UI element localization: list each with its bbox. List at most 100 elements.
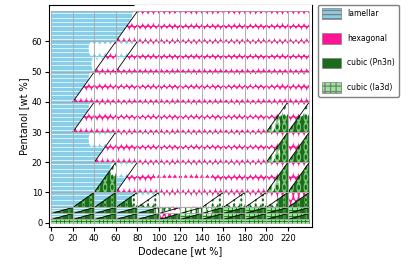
- Circle shape: [47, 208, 48, 209]
- Bar: [287, 214, 309, 219]
- Circle shape: [164, 12, 169, 25]
- Bar: [201, 72, 223, 102]
- Circle shape: [87, 88, 91, 101]
- Circle shape: [265, 200, 267, 207]
- Circle shape: [234, 73, 238, 86]
- Circle shape: [218, 73, 222, 86]
- Circle shape: [94, 73, 99, 86]
- Circle shape: [261, 12, 265, 25]
- Circle shape: [180, 12, 185, 25]
- Circle shape: [94, 73, 99, 86]
- Bar: [244, 214, 266, 219]
- Circle shape: [90, 182, 91, 187]
- Circle shape: [304, 43, 308, 55]
- Circle shape: [311, 153, 314, 162]
- Circle shape: [242, 118, 247, 131]
- Circle shape: [296, 88, 300, 101]
- Circle shape: [276, 187, 277, 192]
- Circle shape: [250, 163, 255, 176]
- Bar: [180, 162, 201, 192]
- Circle shape: [305, 189, 306, 191]
- Circle shape: [183, 204, 184, 205]
- Circle shape: [297, 182, 299, 187]
- Circle shape: [156, 118, 161, 131]
- Circle shape: [47, 210, 48, 211]
- Circle shape: [208, 193, 211, 199]
- Bar: [180, 219, 201, 223]
- Circle shape: [293, 12, 297, 25]
- Circle shape: [162, 28, 166, 40]
- Bar: [244, 41, 266, 72]
- Circle shape: [153, 12, 158, 25]
- Circle shape: [253, 88, 257, 101]
- Circle shape: [147, 203, 148, 207]
- Circle shape: [158, 205, 159, 207]
- Circle shape: [189, 178, 193, 191]
- Circle shape: [297, 112, 299, 121]
- Circle shape: [54, 211, 55, 213]
- Circle shape: [210, 178, 214, 191]
- Circle shape: [261, 103, 265, 116]
- Circle shape: [231, 178, 236, 191]
- Circle shape: [293, 43, 297, 55]
- Circle shape: [261, 198, 263, 202]
- Circle shape: [183, 118, 188, 131]
- Bar: [244, 41, 266, 72]
- Circle shape: [126, 182, 127, 187]
- Circle shape: [189, 28, 193, 40]
- Circle shape: [140, 210, 141, 211]
- Circle shape: [262, 155, 263, 159]
- Bar: [244, 219, 266, 223]
- Circle shape: [303, 173, 307, 182]
- Bar: [266, 208, 287, 214]
- Circle shape: [229, 103, 233, 116]
- Circle shape: [285, 88, 290, 101]
- Circle shape: [180, 12, 185, 25]
- Circle shape: [289, 133, 292, 142]
- Circle shape: [133, 211, 134, 213]
- Circle shape: [319, 209, 320, 211]
- Circle shape: [175, 12, 180, 25]
- Circle shape: [190, 220, 191, 221]
- Circle shape: [164, 73, 169, 86]
- Circle shape: [172, 58, 177, 70]
- Circle shape: [168, 185, 171, 192]
- Bar: [266, 162, 287, 192]
- Circle shape: [269, 176, 270, 179]
- Circle shape: [233, 211, 234, 213]
- Circle shape: [276, 194, 277, 196]
- Circle shape: [297, 122, 299, 131]
- Circle shape: [155, 214, 156, 216]
- Circle shape: [172, 0, 177, 10]
- Circle shape: [124, 148, 128, 161]
- Circle shape: [256, 73, 260, 86]
- Circle shape: [143, 163, 147, 176]
- Circle shape: [147, 182, 148, 187]
- Circle shape: [137, 103, 142, 116]
- Circle shape: [204, 210, 205, 211]
- Circle shape: [90, 155, 91, 159]
- Circle shape: [199, 28, 204, 40]
- Circle shape: [239, 43, 244, 55]
- Bar: [94, 219, 116, 223]
- Bar: [137, 102, 159, 132]
- Circle shape: [189, 118, 193, 131]
- Circle shape: [245, 43, 249, 55]
- Circle shape: [242, 28, 247, 40]
- Circle shape: [233, 208, 234, 209]
- Circle shape: [240, 208, 241, 209]
- Circle shape: [202, 103, 207, 116]
- Circle shape: [263, 178, 268, 191]
- Circle shape: [94, 133, 99, 146]
- Circle shape: [182, 220, 183, 222]
- Bar: [137, 72, 159, 102]
- Bar: [287, 214, 309, 219]
- Circle shape: [162, 148, 166, 161]
- Circle shape: [233, 198, 234, 202]
- Circle shape: [272, 103, 276, 116]
- Bar: [180, 41, 201, 72]
- Circle shape: [175, 133, 180, 146]
- Circle shape: [159, 73, 164, 86]
- Circle shape: [282, 82, 285, 91]
- Circle shape: [83, 193, 84, 197]
